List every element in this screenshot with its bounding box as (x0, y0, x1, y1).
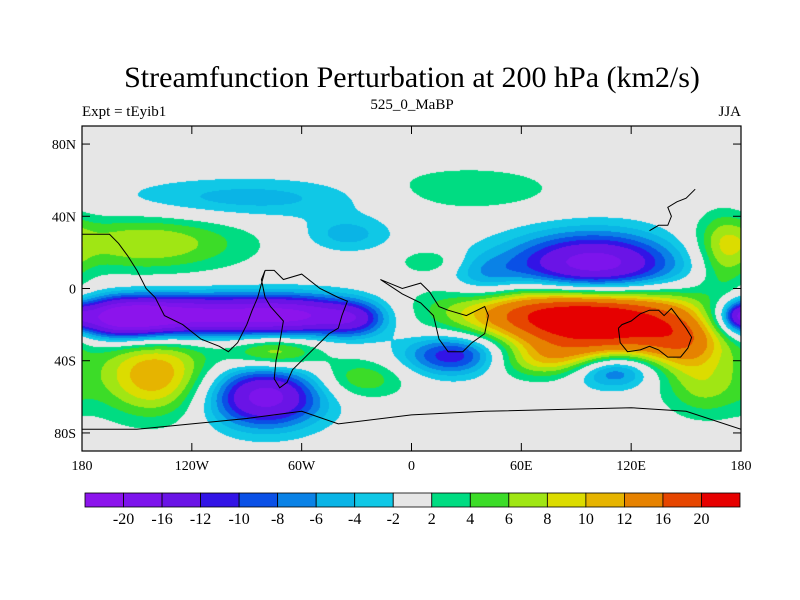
colorbar-swatch (354, 492, 394, 508)
colorbar-label: 20 (693, 511, 709, 528)
colorbar-label: 4 (466, 511, 474, 528)
coastline-africa (380, 279, 489, 353)
y-tick-label: 80S (54, 427, 76, 442)
colorbar-swatch (123, 492, 163, 508)
colorbar-swatch (624, 492, 664, 508)
x-tick-label: 60W (288, 459, 316, 474)
season-label: JJA (718, 104, 741, 120)
colorbar-label: -4 (348, 511, 361, 528)
colorbar-label: 12 (616, 511, 632, 528)
colorbar-swatch (200, 492, 240, 508)
colorbar-label: -20 (113, 511, 134, 528)
colorbar-swatch (315, 492, 356, 508)
coastline-south-america (260, 269, 349, 389)
y-tick-label: 0 (69, 283, 76, 298)
chart-title: Streamfunction Perturbation at 200 hPa (… (124, 61, 700, 94)
coastline-australia (617, 307, 693, 358)
colorbar-swatch (546, 492, 587, 508)
colorbar-swatch (431, 492, 471, 508)
colorbar-label: 10 (578, 511, 594, 528)
colorbar-swatch (161, 492, 201, 508)
colorbar-swatch (662, 492, 702, 508)
colorbar-swatch (277, 492, 317, 508)
x-tick-label: 60E (510, 459, 533, 474)
x-tick-label: 0 (408, 459, 415, 474)
colorbar-label: 2 (428, 511, 436, 528)
colorbar-swatch (469, 492, 510, 508)
y-tick-label: 40S (54, 355, 76, 370)
y-tick-label: 40N (52, 210, 76, 225)
colorbar-swatch (701, 492, 741, 508)
colorbar-label: -6 (310, 511, 323, 528)
y-axis: 80N 40N 0 40S 80S (52, 138, 741, 442)
colorbar-swatch (392, 492, 433, 508)
colorbar: -20 -16 -12 -10 -8 -6 -4 -2 2 4 6 8 10 12 16 20 (84, 492, 741, 528)
colorbar-label: -10 (228, 511, 249, 528)
plot-area (82, 126, 741, 451)
colorbar-swatch (585, 492, 625, 508)
colorbar-label: -12 (190, 511, 211, 528)
colorbar-label: -8 (271, 511, 284, 528)
x-axis: 180 120W 60W 0 60E 120E 180 (72, 126, 752, 474)
case-label: 525_0_MaBP (370, 97, 453, 113)
colorbar-label: -16 (151, 511, 172, 528)
x-tick-label: 120W (175, 459, 210, 474)
colorbar-label: 16 (655, 511, 671, 528)
coastline-antarctica (82, 407, 741, 430)
colorbar-label: 8 (543, 511, 551, 528)
continent-outlines (82, 188, 741, 430)
colorbar-swatch (84, 492, 124, 508)
coastline-north-america (82, 233, 266, 353)
coastline-asia-east (649, 188, 696, 232)
experiment-label: Expt = tEyib1 (82, 104, 166, 120)
colorbar-swatch (238, 492, 279, 508)
colorbar-label: 6 (505, 511, 513, 528)
colorbar-label: -2 (387, 511, 400, 528)
x-tick-label: 180 (72, 459, 93, 474)
x-tick-label: 180 (731, 459, 752, 474)
streamfunction-contour-field (82, 126, 741, 451)
x-tick-label: 120E (616, 459, 646, 474)
y-tick-label: 80N (52, 138, 76, 153)
colorbar-swatch (508, 492, 548, 508)
